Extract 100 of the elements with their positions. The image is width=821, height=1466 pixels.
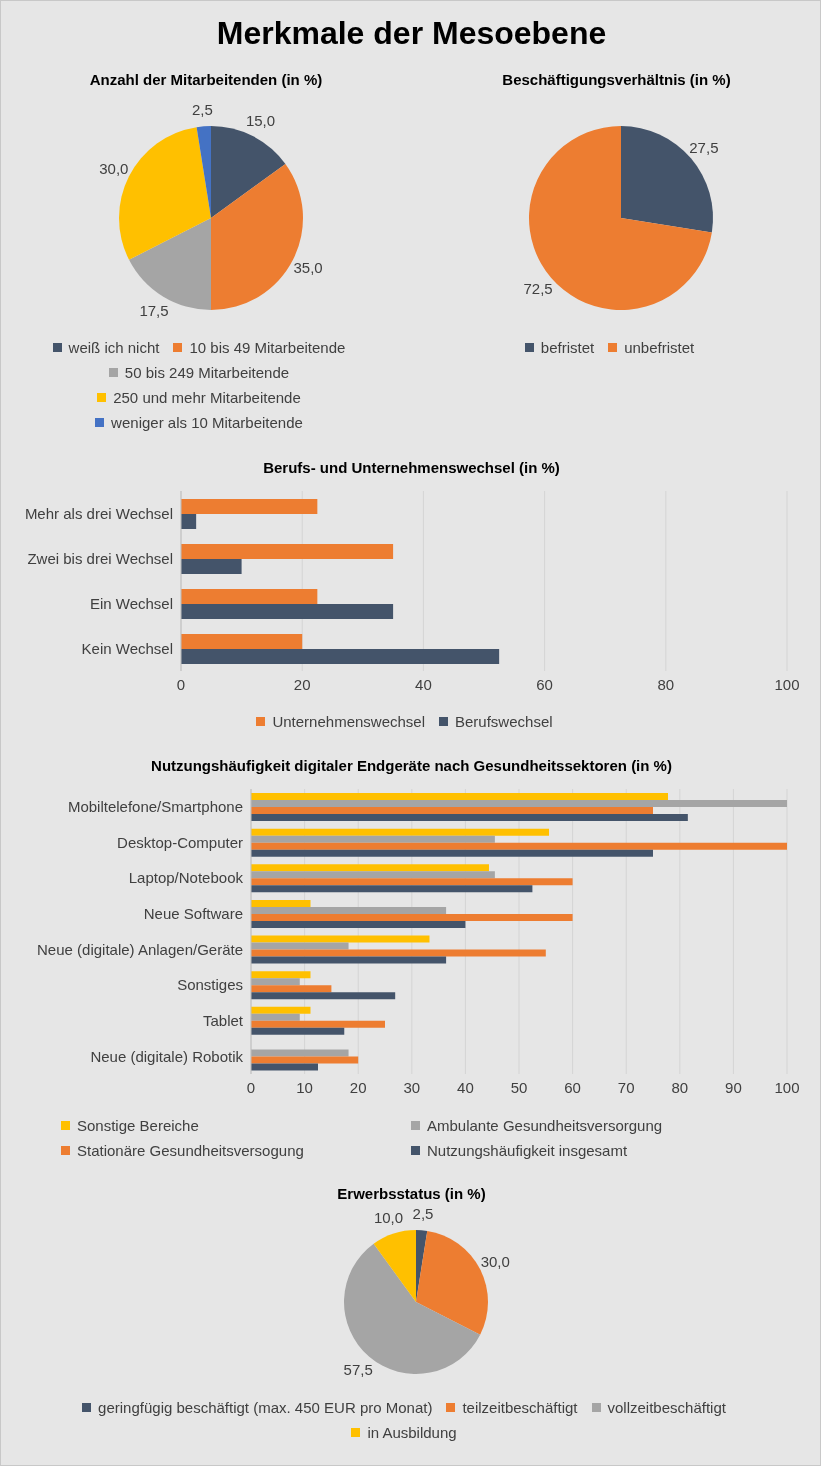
- bar: [181, 544, 394, 559]
- x-tick-label: 80: [657, 675, 675, 693]
- legend-label: vollzeitbeschäftigt: [607, 1399, 726, 1416]
- pie-slice: [416, 1230, 428, 1302]
- bar: [181, 514, 197, 529]
- legend-label: Nutzungshäufigkeit insgesamt: [427, 1142, 628, 1159]
- text: Merkmale der Mesoebene: [215, 15, 608, 52]
- legend-label: teilzeitbeschäftigt: [462, 1399, 578, 1416]
- data-label: 30,0: [99, 160, 129, 178]
- legend-label: Stationäre Gesundheitsversogung: [77, 1142, 304, 1159]
- bar: [251, 942, 349, 950]
- chart-title: Anzahl der Mitarbeitenden (in %): [88, 71, 324, 88]
- data-label: 30,0: [480, 1253, 510, 1271]
- bar: [251, 1027, 345, 1035]
- legend-label: Ambulante Gesundheitsversorgung: [427, 1117, 663, 1134]
- x-tick-label: 20: [349, 1078, 367, 1096]
- bar: [251, 835, 495, 843]
- bar: [251, 814, 688, 821]
- bar: [251, 871, 495, 879]
- pie-slice: [211, 126, 286, 218]
- x-tick-label: 10: [296, 1078, 313, 1096]
- x-tick-label: 40: [415, 675, 432, 693]
- data-label: 57,5: [343, 1361, 373, 1379]
- x-tick-label: 80: [671, 1078, 689, 1096]
- bar: [181, 499, 318, 514]
- bar: [251, 971, 311, 979]
- bar: [251, 906, 447, 914]
- x-tick-label: 70: [617, 1078, 635, 1096]
- legend-label: 250 und mehr Mitarbeitende: [113, 389, 301, 406]
- data-label: 2,5: [192, 100, 213, 118]
- legend-label: befristet: [540, 339, 595, 356]
- y-tick-label: Desktop-Computer: [117, 833, 243, 851]
- bar: [251, 935, 430, 943]
- data-label: 27,5: [689, 138, 719, 156]
- bar: [251, 992, 396, 1000]
- bar: [251, 978, 300, 986]
- chart-title: Nutzungshäufigkeit digitaler Endgeräte nach Gesundheitssektoren (in %): [150, 757, 673, 774]
- y-tick-label: Laptop/Notebook: [128, 869, 244, 887]
- bar: [251, 985, 332, 993]
- y-tick-label: Kein Wechsel: [81, 639, 173, 657]
- y-tick-label: Neue Software: [143, 905, 243, 923]
- bar: [251, 807, 653, 814]
- bar: [251, 1006, 311, 1014]
- bar: [251, 956, 447, 964]
- bar: [251, 885, 533, 893]
- chart-title: Beschäftigungsverhältnis (in %): [501, 71, 732, 88]
- bar: [251, 913, 573, 921]
- chart-title: Berufs- und Unternehmenswechsel (in %): [262, 459, 561, 476]
- x-tick-label: 30: [403, 1078, 421, 1096]
- x-tick-label: 60: [564, 1078, 581, 1096]
- data-label: 10,0: [373, 1208, 404, 1226]
- x-tick-label: 50: [510, 1078, 528, 1096]
- pie-slice: [196, 126, 211, 218]
- data-label: 35,0: [293, 258, 323, 276]
- y-tick-label: Mehr als drei Wechsel: [24, 504, 173, 522]
- legend-label: unbefristet: [624, 339, 695, 356]
- y-tick-label: Tablet: [202, 1011, 244, 1029]
- y-tick-label: Ein Wechsel: [89, 594, 173, 612]
- legend-label: weniger als 10 Mitarbeitende: [111, 414, 303, 431]
- bar: [251, 1049, 349, 1057]
- data-label: 2,5: [412, 1204, 434, 1222]
- y-tick-label: Sonstiges: [177, 976, 243, 994]
- bar: [251, 1013, 300, 1021]
- bar: [251, 828, 550, 836]
- chart-title: Erwerbsstatus (in %): [336, 1185, 487, 1202]
- bar: [251, 1056, 359, 1064]
- bar: [251, 878, 573, 886]
- data-label: 72,5: [523, 280, 553, 298]
- x-tick-label: 60: [536, 675, 553, 693]
- bar: [251, 899, 311, 907]
- x-tick-label: 40: [457, 1078, 474, 1096]
- legend-label: 50 bis 249 Mitarbeitende: [124, 364, 290, 381]
- bar: [181, 649, 500, 664]
- data-label: 15,0: [245, 112, 276, 130]
- y-tick-label: Zwei bis drei Wechsel: [27, 549, 173, 567]
- bar: [251, 1063, 318, 1071]
- bar: [181, 559, 242, 574]
- bar: [251, 849, 653, 857]
- legend-label: geringfügig beschäftigt (max. 450 EUR pro Monat): [98, 1399, 433, 1416]
- bar: [251, 800, 787, 807]
- x-tick-label: 100: [774, 675, 800, 693]
- legend-label: weiß ich nicht: [68, 339, 160, 356]
- bar: [181, 604, 394, 619]
- pie-slice: [373, 1230, 416, 1302]
- bar: [181, 589, 318, 604]
- bar: [251, 864, 489, 872]
- x-tick-label: 0: [176, 675, 186, 693]
- bar: [181, 634, 303, 649]
- bar: [251, 949, 546, 957]
- bar: [251, 842, 787, 850]
- legend-label: in Ausbildung: [367, 1424, 457, 1441]
- legend-label: Unternehmenswechsel: [272, 713, 426, 730]
- bar: [251, 793, 669, 800]
- data-label: 17,5: [139, 302, 169, 320]
- y-tick-label: Mobiltelefone/Smartphone: [67, 798, 243, 816]
- bar: [251, 1020, 385, 1028]
- legend-label: 10 bis 49 Mitarbeitende: [189, 339, 346, 356]
- y-tick-label: Neue (digitale) Anlagen/Geräte: [37, 940, 243, 958]
- legend-label: Sonstige Bereiche: [77, 1117, 199, 1134]
- y-tick-label: Neue (digitale) Robotik: [90, 1047, 244, 1065]
